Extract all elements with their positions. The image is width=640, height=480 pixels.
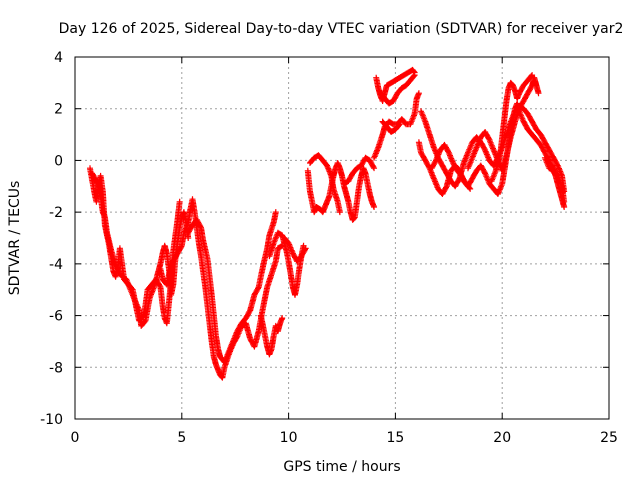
y-tick-label: 2 bbox=[54, 102, 63, 118]
axis-ticks: 0 5 10 15 20 25 -10 -8 -6 -4 -2 0 2 4 bbox=[40, 50, 618, 446]
y-tick-label: -6 bbox=[49, 309, 63, 325]
data-track-8 bbox=[307, 152, 343, 216]
x-tick-label: 20 bbox=[493, 430, 511, 446]
plot-frame bbox=[74, 56, 610, 420]
y-tick-label: -8 bbox=[49, 360, 63, 376]
data-track-6 bbox=[281, 235, 309, 265]
x-tick-label: 5 bbox=[177, 430, 186, 446]
data-track-18 bbox=[488, 72, 536, 185]
data-track-16 bbox=[428, 141, 474, 192]
y-tick-label: -10 bbox=[40, 412, 63, 428]
x-tick-label: 25 bbox=[600, 430, 618, 446]
x-tick-label: 10 bbox=[280, 430, 298, 446]
data-track-7 bbox=[304, 160, 378, 223]
x-tick-label: 15 bbox=[386, 430, 404, 446]
data-track-4 bbox=[257, 312, 286, 358]
x-tick-label: 0 bbox=[71, 430, 80, 446]
chart-title: Day 126 of 2025, Sidereal Day-to-day VTE… bbox=[59, 21, 624, 37]
y-axis-label: SDTVAR / TECUs bbox=[7, 181, 23, 296]
data-track-19 bbox=[541, 154, 568, 210]
data-series bbox=[87, 66, 568, 381]
y-tick-label: -4 bbox=[49, 257, 63, 273]
data-track-11 bbox=[377, 72, 418, 107]
x-axis-label: GPS time / hours bbox=[283, 459, 400, 475]
data-track-3 bbox=[185, 209, 279, 366]
y-tick-label: -2 bbox=[49, 205, 63, 221]
y-tick-label: 4 bbox=[54, 50, 63, 66]
y-tick-label: 0 bbox=[54, 153, 63, 169]
data-track-9 bbox=[341, 154, 378, 187]
data-track-13 bbox=[379, 118, 403, 135]
